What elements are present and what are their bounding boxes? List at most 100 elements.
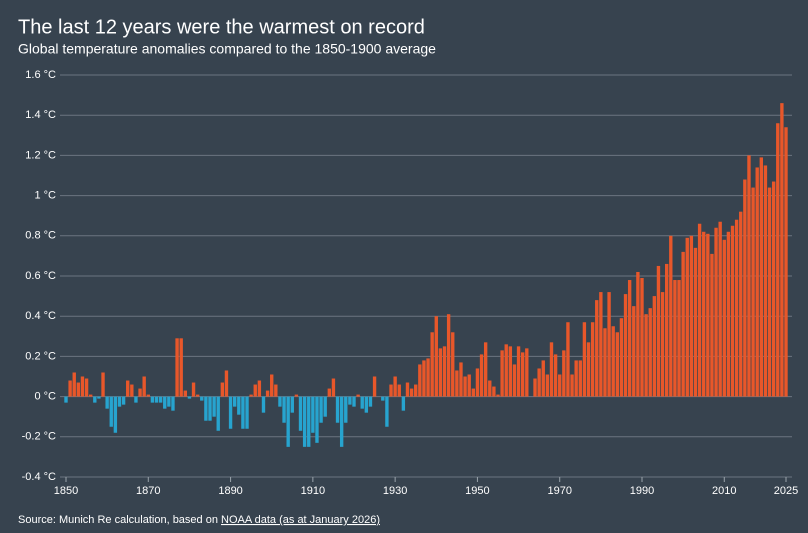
bar [558, 374, 562, 397]
bar [516, 346, 521, 397]
x-tick-label: 1990 [630, 485, 654, 497]
bar [677, 280, 681, 397]
bar [130, 384, 134, 397]
bar [566, 322, 570, 397]
bar [307, 396, 311, 447]
bar [331, 378, 336, 397]
bar [627, 280, 632, 397]
bar [245, 396, 249, 429]
bar [714, 227, 718, 397]
bar [93, 396, 97, 403]
bar [204, 396, 208, 421]
bar [541, 360, 545, 397]
bar [755, 167, 759, 397]
bar [726, 231, 731, 397]
bar [619, 318, 624, 397]
bar [590, 322, 595, 397]
bar [270, 374, 274, 397]
bar [492, 386, 496, 397]
source-link[interactable]: NOAA data (as at January 2026) [221, 514, 380, 526]
bar [360, 396, 364, 409]
bar [237, 396, 241, 415]
bar [640, 278, 644, 397]
bar [648, 308, 652, 397]
bar [776, 123, 780, 397]
bar [117, 396, 122, 407]
bar [722, 239, 726, 397]
bar [475, 368, 480, 397]
bar [549, 342, 554, 397]
bar [430, 332, 434, 397]
y-tick-label: 1.2 °C [25, 149, 56, 161]
bar [154, 396, 159, 403]
bar [344, 396, 348, 423]
y-tick-label: 0.2 °C [25, 350, 56, 362]
bar [763, 165, 768, 397]
bar [442, 346, 447, 397]
bar [545, 374, 550, 397]
bar [187, 396, 192, 399]
bar [739, 211, 743, 397]
bar [582, 322, 587, 397]
bar [685, 237, 689, 397]
bar [364, 396, 369, 413]
bar [438, 348, 443, 397]
bar [508, 346, 513, 397]
bar [335, 396, 340, 423]
bar [603, 328, 607, 397]
x-tick-label: 1850 [54, 485, 78, 497]
bar [615, 332, 620, 397]
bar [167, 396, 171, 407]
bar [368, 396, 373, 407]
bar [512, 364, 517, 397]
bar [311, 396, 315, 433]
bar [496, 394, 500, 397]
bar [664, 263, 669, 397]
bar [771, 181, 776, 397]
bar [372, 376, 377, 397]
bar [706, 233, 710, 397]
bar [570, 374, 574, 397]
source-text: Source: Munich Re calculation, based on [18, 514, 221, 526]
x-tick-label: 1930 [383, 485, 407, 497]
bar [730, 225, 735, 397]
bar [623, 294, 628, 397]
bar [80, 376, 85, 397]
bar [689, 235, 694, 397]
bar [389, 384, 393, 397]
bar [220, 382, 225, 397]
bar [599, 292, 603, 397]
bar [562, 350, 566, 397]
bar [397, 384, 401, 397]
bar [780, 103, 784, 397]
bar [409, 388, 414, 397]
x-tick-label: 1950 [465, 485, 489, 497]
y-tick-label: -0.2 °C [22, 431, 56, 443]
bar [393, 376, 397, 397]
source: Source: Munich Re calculation, based on … [18, 514, 380, 526]
bar [109, 396, 113, 427]
bar [241, 396, 245, 429]
bar [381, 396, 385, 401]
bar [479, 354, 484, 397]
bar [191, 382, 196, 397]
bar [504, 344, 508, 397]
bar [208, 396, 212, 421]
bar [228, 396, 233, 429]
y-tick-label: 1 °C [34, 190, 56, 202]
bar [163, 396, 167, 409]
bar [356, 394, 360, 397]
bar [520, 352, 525, 397]
bar [195, 394, 200, 397]
bar [72, 372, 76, 397]
bar [422, 360, 426, 397]
bar [319, 396, 323, 423]
chart-subtitle: Global temperature anomalies compared to… [18, 41, 436, 57]
bar [537, 368, 541, 397]
bar [533, 378, 537, 397]
bar [138, 388, 142, 397]
bar [414, 384, 418, 397]
bar [463, 376, 467, 397]
bar [282, 396, 286, 423]
